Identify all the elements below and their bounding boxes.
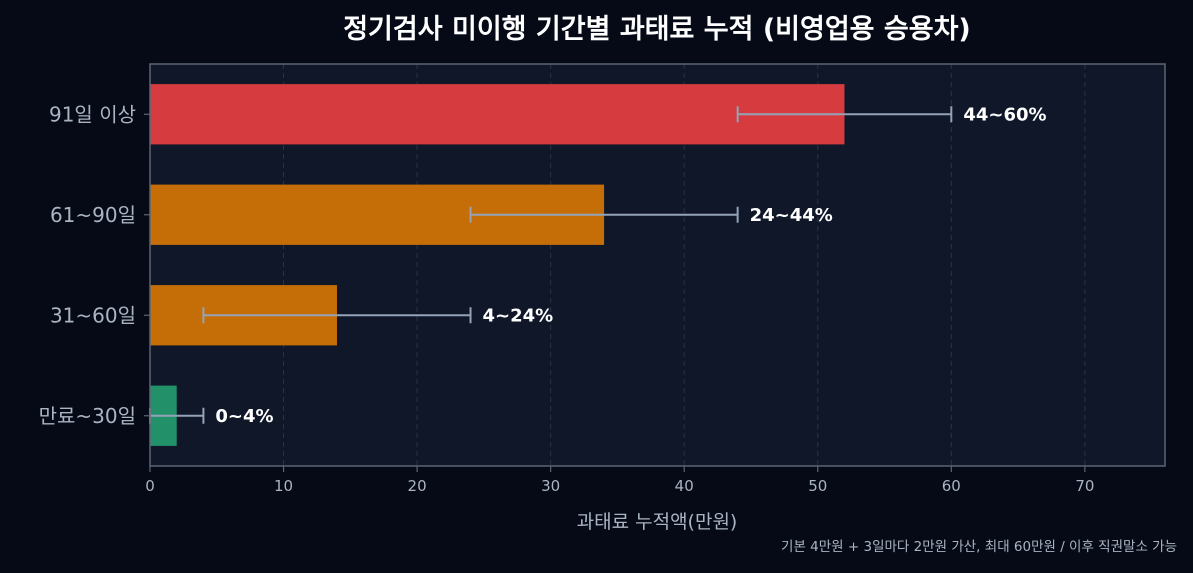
plot-frame [149, 63, 1166, 467]
x-tick-label-1: 10 [274, 477, 293, 495]
x-axis-label: 과태료 누적액(만원) [577, 511, 738, 533]
range-label-3: 0~4% [215, 406, 273, 427]
x-tick-label-6: 60 [942, 477, 961, 495]
x-tick-label-0: 0 [145, 477, 155, 495]
chart-title: 정기검사 미이행 기간별 과태료 누적 (비영업용 승용차) [343, 14, 971, 45]
x-tick-label-4: 40 [675, 477, 694, 495]
footnote: 기본 4만원 + 3일마다 2만원 가산, 최대 60만원 / 이후 직권말소 … [781, 539, 1177, 555]
x-tick-label-3: 30 [541, 477, 560, 495]
y-tick-label-0: 91일 이상 [49, 102, 136, 126]
range-label-0: 44~60% [963, 104, 1046, 125]
range-label-2: 4~24% [483, 305, 554, 326]
x-tick-label-2: 20 [408, 477, 427, 495]
plot-area: 44~60% 91일 이상 24~44% 61~90일 4~24% 31~60일 0~4% 만… [39, 63, 1166, 495]
y-tick-label-1: 61~90일 [50, 203, 136, 227]
y-tick-label-2: 31~60일 [50, 303, 136, 327]
y-tick-label-3: 만료~30일 [39, 404, 136, 428]
x-tick-label-7: 70 [1075, 477, 1094, 495]
x-tick-label-5: 50 [808, 477, 827, 495]
range-label-1: 24~44% [750, 205, 833, 226]
bar-0 [150, 84, 845, 145]
